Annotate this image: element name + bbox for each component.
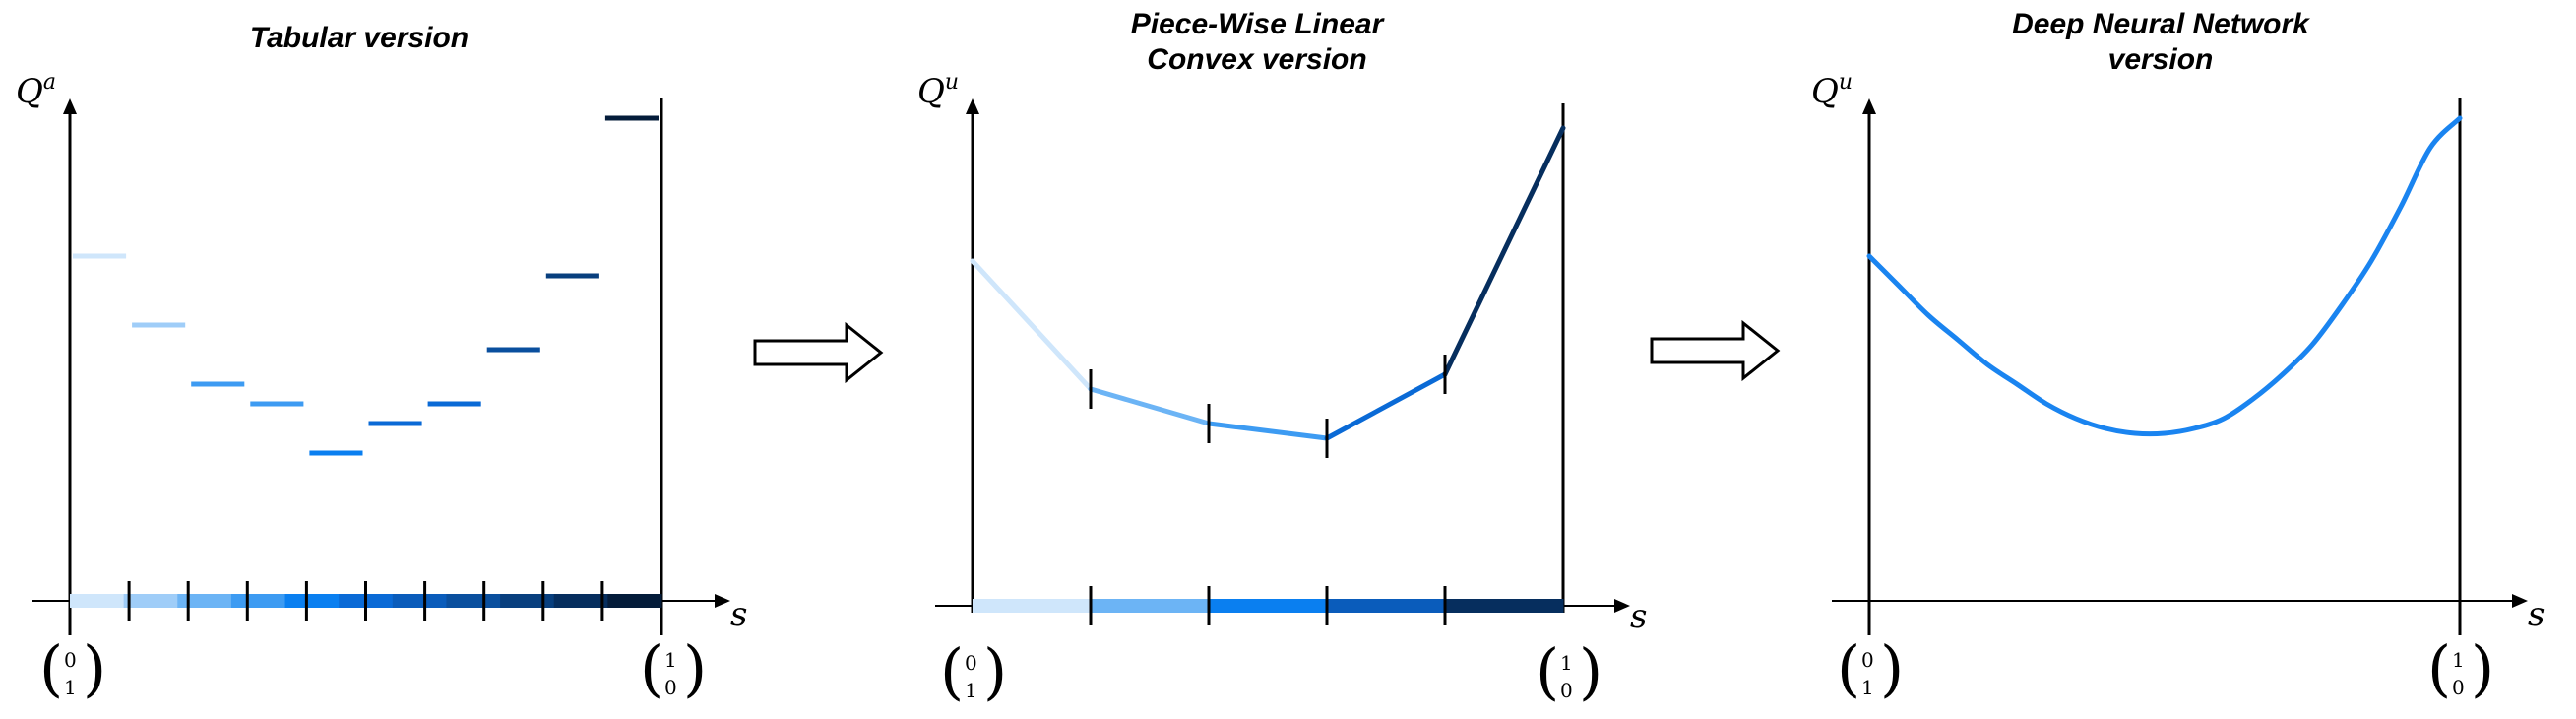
y-axis-label: Qa [16, 70, 56, 111]
vector-top: 0 [1861, 648, 1874, 672]
transition-arrow-2 [1650, 319, 1781, 382]
state-bar-segment [553, 594, 608, 608]
y-axis-superscript: u [945, 70, 959, 95]
y-axis-letter: Q [1811, 72, 1839, 111]
panel-title-line-2: Convex version [1147, 43, 1366, 76]
linear-segment [970, 258, 1094, 392]
state-bar-segment [70, 594, 125, 608]
x-axis-arrowhead [2512, 594, 2528, 608]
dnn-value-curve [1866, 115, 2463, 437]
vector-bottom: 0 [2452, 676, 2465, 699]
panel-deep-neural-network: Deep Neural Network version Qu s ( 0 1 )… [1811, 8, 2545, 704]
panel-piecewise-linear: Piece-Wise Linear Convex version Qu s ( … [917, 8, 1647, 707]
right-state-vector: ( 1 0 ) [640, 632, 707, 704]
y-axis-arrowhead [966, 98, 979, 114]
state-bar-segment [1091, 599, 1210, 613]
y-axis-arrowhead [1862, 98, 1876, 114]
y-axis-superscript: u [1839, 70, 1853, 95]
linear-segment [1088, 386, 1212, 426]
state-bar-segment [1445, 599, 1564, 613]
left-state-vector: ( 0 1 ) [39, 632, 106, 704]
left-state-vector: ( 0 1 ) [940, 635, 1007, 707]
vector-bottom: 0 [664, 676, 677, 699]
state-bar-segment [446, 594, 501, 608]
right-state-vector: ( 1 0 ) [1536, 635, 1602, 707]
y-axis-label: Qu [1811, 70, 1853, 111]
vector-bottom: 1 [1861, 676, 1874, 699]
vector-bottom: 1 [965, 679, 977, 702]
linear-segment [1324, 371, 1448, 441]
vector-top: 1 [1560, 651, 1573, 675]
state-bar-segment [607, 594, 662, 608]
panel-title-line-1: Piece-Wise Linear [1131, 8, 1386, 40]
state-bar-segment [230, 594, 286, 608]
x-axis-label: s [1630, 597, 1647, 636]
transition-arrow-1 [753, 321, 884, 384]
x-axis-label: s [2528, 595, 2545, 634]
vector-bottom: 0 [1560, 679, 1573, 702]
paren-close: ) [1579, 635, 1602, 707]
state-bar-segment [123, 594, 178, 608]
x-axis-arrowhead [715, 594, 730, 608]
paren-open: ( [39, 632, 63, 704]
state-bar-segment [177, 594, 232, 608]
paren-close: ) [983, 635, 1007, 707]
paren-close: ) [1880, 632, 1904, 704]
paren-open: ( [640, 632, 663, 704]
vector-bottom: 1 [64, 676, 77, 699]
paren-close: ) [2471, 632, 2494, 704]
paren-open: ( [2427, 632, 2451, 704]
vector-top: 0 [965, 651, 977, 675]
x-axis-arrowhead [1614, 599, 1630, 613]
x-axis-label: s [730, 595, 747, 634]
left-state-vector: ( 0 1 ) [1837, 632, 1904, 704]
linear-segment [1206, 421, 1330, 441]
state-bar-segment [973, 599, 1092, 613]
panel-title-line-2: version [2108, 43, 2214, 76]
linear-segment [1442, 125, 1566, 377]
paren-close: ) [683, 632, 707, 704]
right-state-vector: ( 1 0 ) [2427, 632, 2494, 704]
paren-open: ( [1837, 632, 1860, 704]
panel-title-line-1: Tabular version [250, 22, 469, 54]
y-axis-label: Qu [917, 70, 959, 111]
state-bar-segment [1209, 599, 1328, 613]
state-bar-segment [392, 594, 447, 608]
y-axis-arrowhead [63, 98, 77, 114]
vector-top: 1 [664, 648, 677, 672]
state-bar-segment [1327, 599, 1446, 613]
panel-tabular: Tabular version Qa s ( 0 1 ) ( 1 0 ) [16, 22, 747, 704]
y-axis-letter: Q [917, 72, 945, 111]
vector-top: 1 [2452, 648, 2465, 672]
paren-open: ( [940, 635, 964, 707]
paren-open: ( [1536, 635, 1559, 707]
state-bar-segment [500, 594, 555, 608]
paren-close: ) [83, 632, 106, 704]
y-axis-superscript: a [43, 70, 56, 95]
panel-title-line-1: Deep Neural Network [2012, 8, 2310, 40]
y-axis-letter: Q [16, 72, 43, 111]
vector-top: 0 [64, 648, 77, 672]
state-bar-segment [284, 594, 340, 608]
